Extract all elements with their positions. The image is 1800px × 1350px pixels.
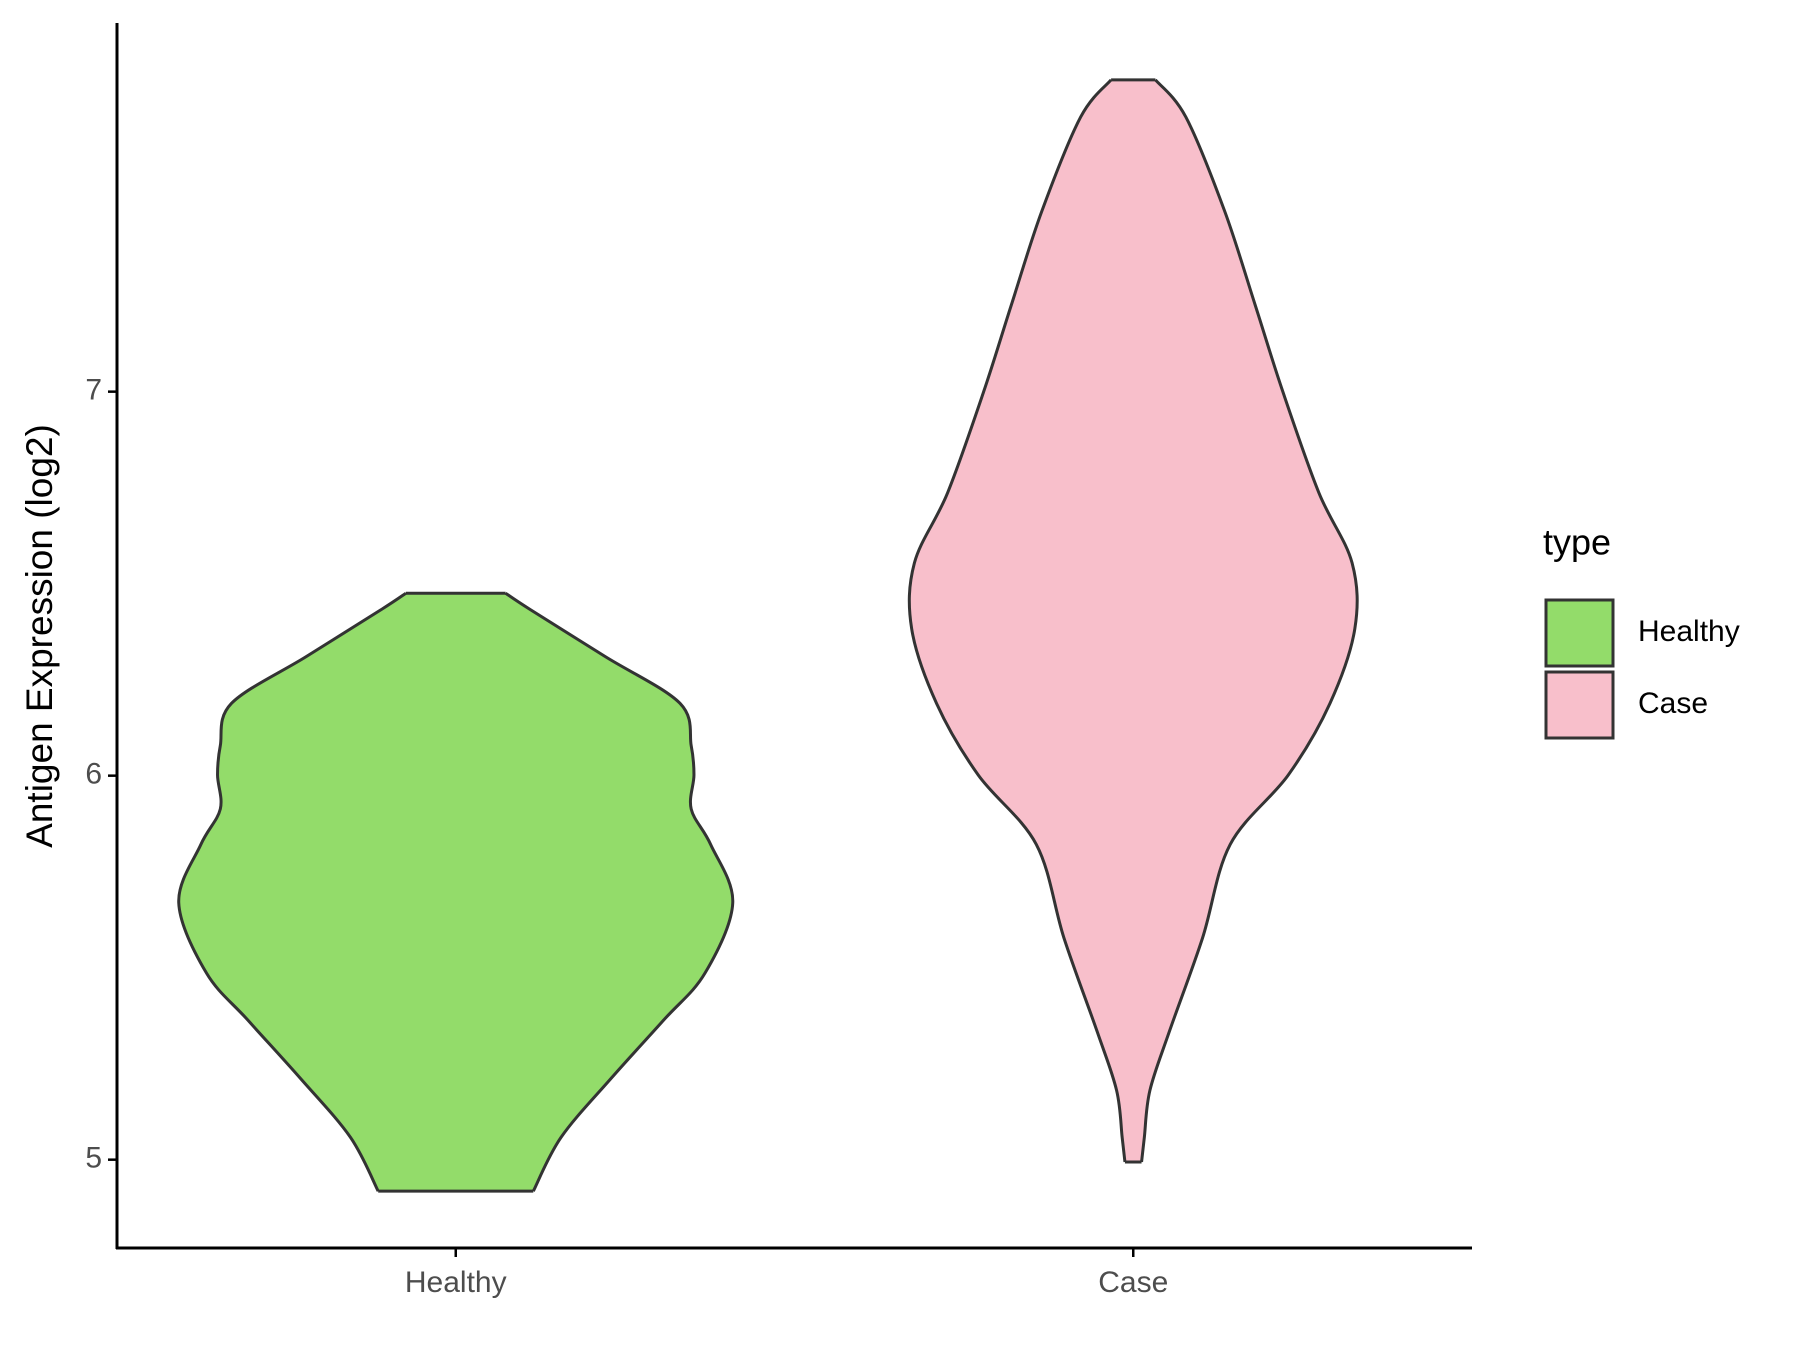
violin-fill [909, 79, 1358, 1162]
legend-title: type [1543, 522, 1611, 563]
x-tick-label: Healthy [405, 1266, 507, 1299]
violin-outline [504, 592, 735, 1192]
violin-outline [177, 592, 407, 1192]
y-tick-label: 5 [85, 1142, 102, 1175]
legend-key [1544, 670, 1615, 740]
y-tick-label: 7 [85, 374, 102, 407]
y-tick-label: 6 [85, 758, 102, 791]
violin-outline [1140, 78, 1359, 1163]
violin-fill [178, 593, 733, 1192]
legend-label: Healthy [1638, 615, 1740, 648]
legend-key [1544, 598, 1615, 668]
violin-outline [907, 78, 1127, 1163]
legend-label: Case [1638, 687, 1708, 720]
y-axis-title: Antigen Expression (log2) [19, 424, 60, 848]
x-tick-label: Case [1098, 1266, 1168, 1299]
